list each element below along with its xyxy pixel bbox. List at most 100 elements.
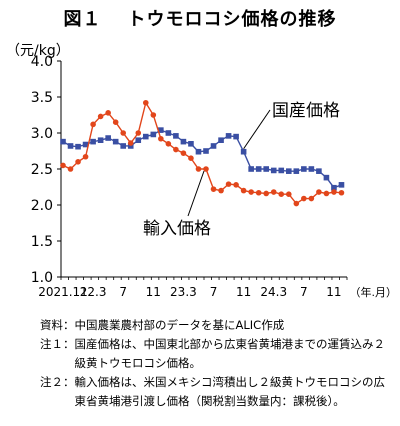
series-2-point xyxy=(165,141,172,147)
series-2-point xyxy=(263,190,270,197)
series-2-point xyxy=(158,135,164,142)
series-2-point xyxy=(60,162,66,169)
x-tick-label: 11 xyxy=(146,285,161,299)
series-1-point xyxy=(180,138,187,145)
series-2-point xyxy=(195,166,202,172)
series-1-point xyxy=(120,143,127,149)
series-2-point xyxy=(225,181,232,187)
series-1-point xyxy=(301,166,307,172)
note-2: 注２： 輸入価格は、米国メキシコ湾積出し２級黄トウモロコシの広東省黄埔港引渡し価… xyxy=(40,373,395,411)
annotation-domestic-leader xyxy=(243,109,271,150)
series-line-1 xyxy=(62,129,342,189)
note-1: 注１： 国産価格は、中国東北部から広東省黄埔港までの運賃込み２級黄トウモロコシ価… xyxy=(40,335,395,373)
series-1-point xyxy=(97,137,104,143)
x-tick-label: 22.3 xyxy=(80,285,107,299)
source-note: 資料： 中国農業農村部のデータを基にALIC作成 xyxy=(40,316,395,335)
series-2-point xyxy=(301,195,307,202)
note-1-text: 国産価格は、中国東北部から広東省黄埔港までの運賃込み２級黄トウモロコシ価格。 xyxy=(74,337,386,370)
series-1-point xyxy=(158,127,164,133)
y-tick-label: 4.0 xyxy=(31,54,53,70)
x-tick-label: 24.3 xyxy=(260,285,287,299)
series-1-point xyxy=(90,138,96,145)
series-2-point xyxy=(97,113,104,120)
x-tick-label: 11 xyxy=(326,285,341,299)
source-note-label: 資料： xyxy=(40,318,75,332)
note-1-label: 注１： xyxy=(40,337,75,351)
series-1-point xyxy=(150,131,157,138)
series-1-point xyxy=(112,138,119,145)
series-1-point xyxy=(210,143,217,149)
series-1-point xyxy=(188,141,194,147)
series-2-point xyxy=(285,191,292,197)
series-2-point xyxy=(248,189,254,195)
series-2-point xyxy=(240,187,247,194)
series-2-point xyxy=(270,189,277,195)
series-2-point xyxy=(90,121,96,128)
series-2-point xyxy=(233,182,239,188)
y-tick-label: 1.0 xyxy=(31,270,53,286)
y-tick-label: 3.0 xyxy=(31,126,53,142)
series-1-point xyxy=(255,166,262,172)
series-2-point xyxy=(218,187,224,194)
annotation-import-leader xyxy=(187,170,205,217)
series-2-point xyxy=(150,112,157,118)
series-1-point xyxy=(218,137,224,143)
series-1-point xyxy=(195,148,202,155)
x-tick-label: 2021.11 xyxy=(38,285,88,299)
source-note-text: 中国農業農村部のデータを基にALIC作成 xyxy=(74,318,285,332)
footnotes: 資料： 中国農業農村部のデータを基にALIC作成 注１： 国産価格は、中国東北部… xyxy=(40,316,395,411)
series-1-point xyxy=(203,148,209,154)
series-1-point xyxy=(135,137,142,143)
series-2-point xyxy=(293,200,300,207)
series-2-point xyxy=(105,110,111,116)
series-2-point xyxy=(142,99,149,106)
x-axis-unit-label: （年.月） xyxy=(350,285,398,299)
series-1-point xyxy=(142,133,149,140)
series-2-point xyxy=(338,189,345,196)
y-tick-label: 2.5 xyxy=(31,162,53,178)
series-1-point xyxy=(165,130,172,136)
series-2-point xyxy=(112,119,119,125)
series-2-point xyxy=(127,140,134,146)
series-2-point xyxy=(75,159,81,165)
series-2-point xyxy=(120,130,127,136)
series-2-point xyxy=(316,189,322,195)
x-tick-label: 23.3 xyxy=(170,285,197,299)
series-1-point xyxy=(233,133,239,140)
note-2-text: 輸入価格は、米国メキシコ湾積出し２級黄トウモロコシの広東省黄埔港引渡し価格（関税… xyxy=(74,375,386,408)
series-1-point xyxy=(225,133,232,139)
x-tick-label: 7 xyxy=(300,285,308,299)
series-1-point xyxy=(270,167,277,174)
series-2-point xyxy=(278,191,285,197)
series-2-point xyxy=(323,190,330,197)
series-1-point xyxy=(82,141,89,148)
y-tick-label: 3.5 xyxy=(31,90,53,106)
series-1-point xyxy=(173,133,179,139)
series-1-point xyxy=(293,168,300,174)
series-1-point xyxy=(285,168,292,174)
series-2-point xyxy=(180,150,187,156)
series-1-point xyxy=(60,138,66,145)
figure-title-block: 図１ トウモロコシ価格の推移 xyxy=(0,5,400,31)
y-tick-label: 1.5 xyxy=(31,234,53,250)
series-1-point xyxy=(248,166,254,172)
series-2-point xyxy=(173,146,179,153)
series-2-point xyxy=(255,189,262,196)
series-2-point xyxy=(210,186,217,192)
series-2-point xyxy=(188,155,194,161)
series-2-point xyxy=(135,130,142,136)
series-1-point xyxy=(127,143,134,149)
series-2-point xyxy=(308,195,315,202)
series-1-point xyxy=(75,143,81,150)
note-2-label: 注２： xyxy=(40,375,75,389)
series-1-point xyxy=(308,166,315,172)
series-1-point xyxy=(278,167,285,174)
series-1-point xyxy=(323,174,330,181)
series-2-point xyxy=(67,166,74,172)
series-2-point xyxy=(331,189,337,195)
series-1-point xyxy=(105,135,111,141)
series-1-point xyxy=(240,148,247,155)
x-tick-label: 7 xyxy=(119,285,127,299)
y-tick-label: 2.0 xyxy=(31,198,53,214)
annotation-domestic-price: 国産価格 xyxy=(272,101,340,121)
